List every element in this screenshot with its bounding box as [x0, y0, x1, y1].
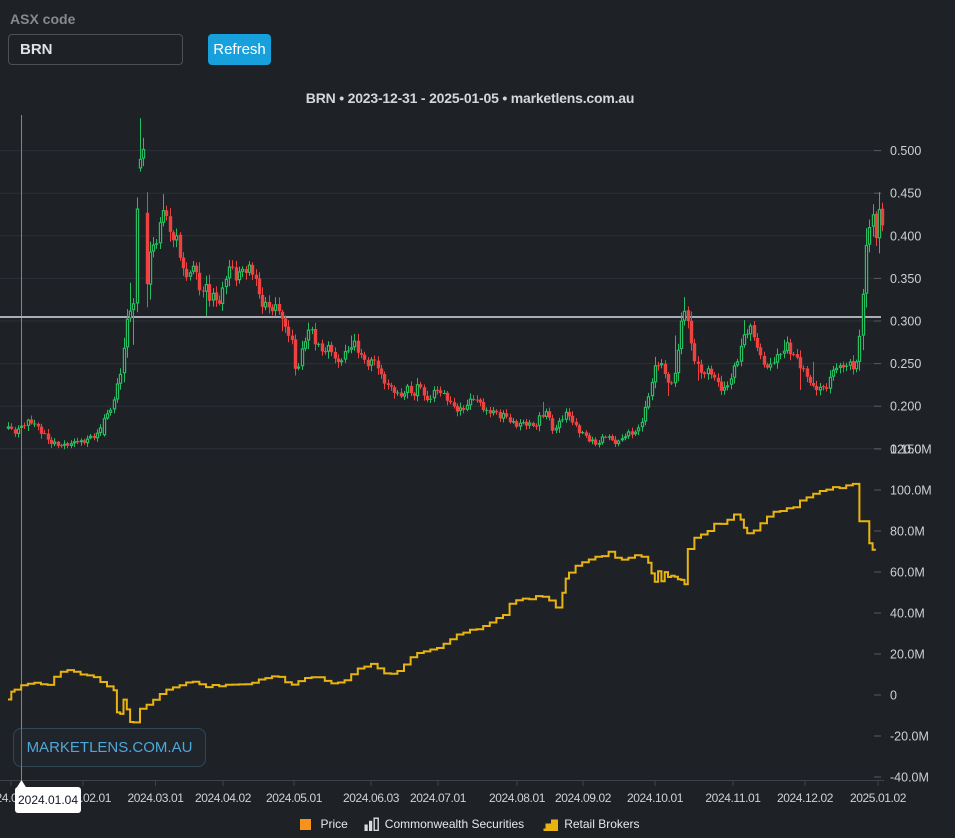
- svg-text:0.150: 0.150: [890, 442, 921, 456]
- svg-text:0.200: 0.200: [890, 400, 921, 414]
- svg-text:2024.09.02: 2024.09.02: [555, 791, 612, 805]
- svg-text:20.0M: 20.0M: [890, 648, 925, 662]
- svg-text:100.0M: 100.0M: [890, 484, 932, 498]
- svg-text:120.0M: 120.0M: [890, 443, 932, 457]
- svg-text:80.0M: 80.0M: [890, 525, 925, 539]
- svg-text:2024.07.01: 2024.07.01: [410, 791, 467, 805]
- svg-text:2024.05.01: 2024.05.01: [266, 791, 323, 805]
- svg-text:0.400: 0.400: [890, 229, 921, 243]
- svg-text:2024.06.03: 2024.06.03: [343, 791, 400, 805]
- svg-text:2024.04.02: 2024.04.02: [195, 791, 252, 805]
- svg-text:40.0M: 40.0M: [890, 607, 925, 621]
- svg-text:0.500: 0.500: [890, 144, 921, 158]
- svg-text:0.300: 0.300: [890, 315, 921, 329]
- svg-text:0: 0: [890, 689, 897, 703]
- svg-text:2024.12.02: 2024.12.02: [777, 791, 834, 805]
- svg-text:2024.08.01: 2024.08.01: [489, 791, 546, 805]
- svg-text:2024.03.01: 2024.03.01: [127, 791, 184, 805]
- svg-text:0.450: 0.450: [890, 187, 921, 201]
- svg-text:0.350: 0.350: [890, 272, 921, 286]
- svg-text:2024.11.01: 2024.11.01: [705, 791, 761, 805]
- svg-text:2024.10.01: 2024.10.01: [627, 791, 684, 805]
- svg-text:-20.0M: -20.0M: [890, 730, 929, 744]
- svg-text:60.0M: 60.0M: [890, 566, 925, 580]
- svg-text:0.250: 0.250: [890, 357, 921, 371]
- svg-text:-40.0M: -40.0M: [890, 771, 929, 785]
- svg-text:2025.01.02: 2025.01.02: [850, 791, 907, 805]
